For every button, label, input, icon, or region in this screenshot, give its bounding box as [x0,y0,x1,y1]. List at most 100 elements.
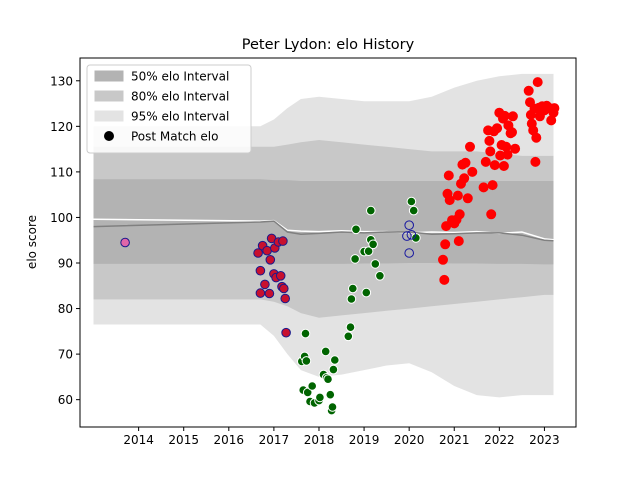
legend-box [86,64,252,154]
data-point [351,224,361,235]
interval-bands [93,73,554,398]
data-point [404,220,415,230]
data-point [453,236,464,247]
data-point [402,231,412,241]
y-tick-label: 60 [58,393,73,407]
x-tick-label: 2020 [394,433,425,447]
x-tick-label: 2017 [259,433,290,447]
x-axis: 2014 2015 2016 2017 2018 2019 2020 2021 2022 2023 [123,427,560,447]
data-point [480,156,491,167]
data-point [375,271,385,281]
data-point [320,346,331,357]
data-point [328,364,339,375]
data-point [438,254,448,265]
data-point [350,254,360,264]
y-tick-label: 100 [50,211,73,225]
x-tick-label: 2019 [349,433,380,447]
x-tick-label: 2015 [168,433,199,447]
legend-item-50: 50% elo Interval [94,70,229,84]
y-tick-label: 80 [58,302,73,316]
data-point [265,254,276,265]
data-point [485,146,496,157]
data-point [366,205,376,216]
x-tick-label: 2021 [439,433,470,447]
data-point [260,279,270,290]
data-point [531,132,542,143]
band-50 [93,179,554,265]
data-point [361,287,372,298]
data-point [530,156,541,167]
legend: 50% elo Interval 80% elo Interval 95% elo … [86,64,252,154]
legend-item-post-match: Post Match elo [104,130,218,144]
data-point [486,209,497,220]
y-tick-label: 70 [58,348,73,362]
data-point [484,135,495,146]
post-match-points [120,77,560,416]
data-point [523,85,534,96]
data-point [462,193,473,204]
data-point [507,127,517,138]
data-point [281,327,291,338]
data-point [459,173,470,184]
y-tick-label: 90 [58,257,73,271]
data-point [406,230,417,240]
chart-title: Peter Lydon: elo History [242,37,415,53]
legend-swatch [94,110,124,122]
legend-marker [104,131,114,141]
data-point [406,196,417,207]
data-point [255,288,266,298]
data-point [302,387,313,398]
data-point [368,239,378,250]
data-point [489,160,500,171]
x-tick-label: 2022 [484,433,515,447]
data-point [452,190,463,201]
y-axis: 60 70 80 90 100 110 120 130 [50,74,80,407]
legend-label: Post Match elo [131,130,218,144]
data-point [370,259,381,269]
data-point [460,157,471,168]
data-point [348,283,358,294]
data-point [315,392,325,403]
data-point [502,149,513,160]
data-point [280,293,291,304]
data-point [454,209,465,220]
data-point [255,265,266,276]
x-tick-label: 2018 [304,433,335,447]
legend-label: 95% elo Interval [131,110,229,124]
data-point [301,356,312,366]
data-point [345,322,356,333]
legend-label: 80% elo Interval [131,90,229,104]
median-elo-line [93,220,554,242]
data-point [325,389,336,400]
data-point [278,236,288,246]
data-point [487,180,498,191]
data-point [532,77,543,88]
data-point [507,111,518,122]
data-point [440,239,451,250]
y-tick-label: 120 [50,120,73,134]
data-point [343,331,354,342]
data-point [327,402,338,412]
data-point [443,170,454,181]
y-tick-label: 110 [50,165,73,179]
plot-frame [79,57,577,428]
x-tick-label: 2023 [529,433,560,447]
data-point [465,141,475,152]
data-point [363,246,374,256]
data-point [323,374,333,385]
data-point [346,294,357,304]
data-point [300,328,311,339]
data-point [279,283,289,294]
legend-label: 50% elo Interval [131,70,229,84]
data-point [439,274,450,285]
x-tick-label: 2014 [123,433,154,447]
elo-lines [93,218,554,242]
legend-swatch [94,90,124,102]
data-point [467,166,478,177]
data-point [492,123,503,134]
y-axis-label: elo score [25,215,39,269]
y-tick-label: 130 [50,74,73,88]
data-point [498,161,509,171]
data-point [120,237,130,248]
